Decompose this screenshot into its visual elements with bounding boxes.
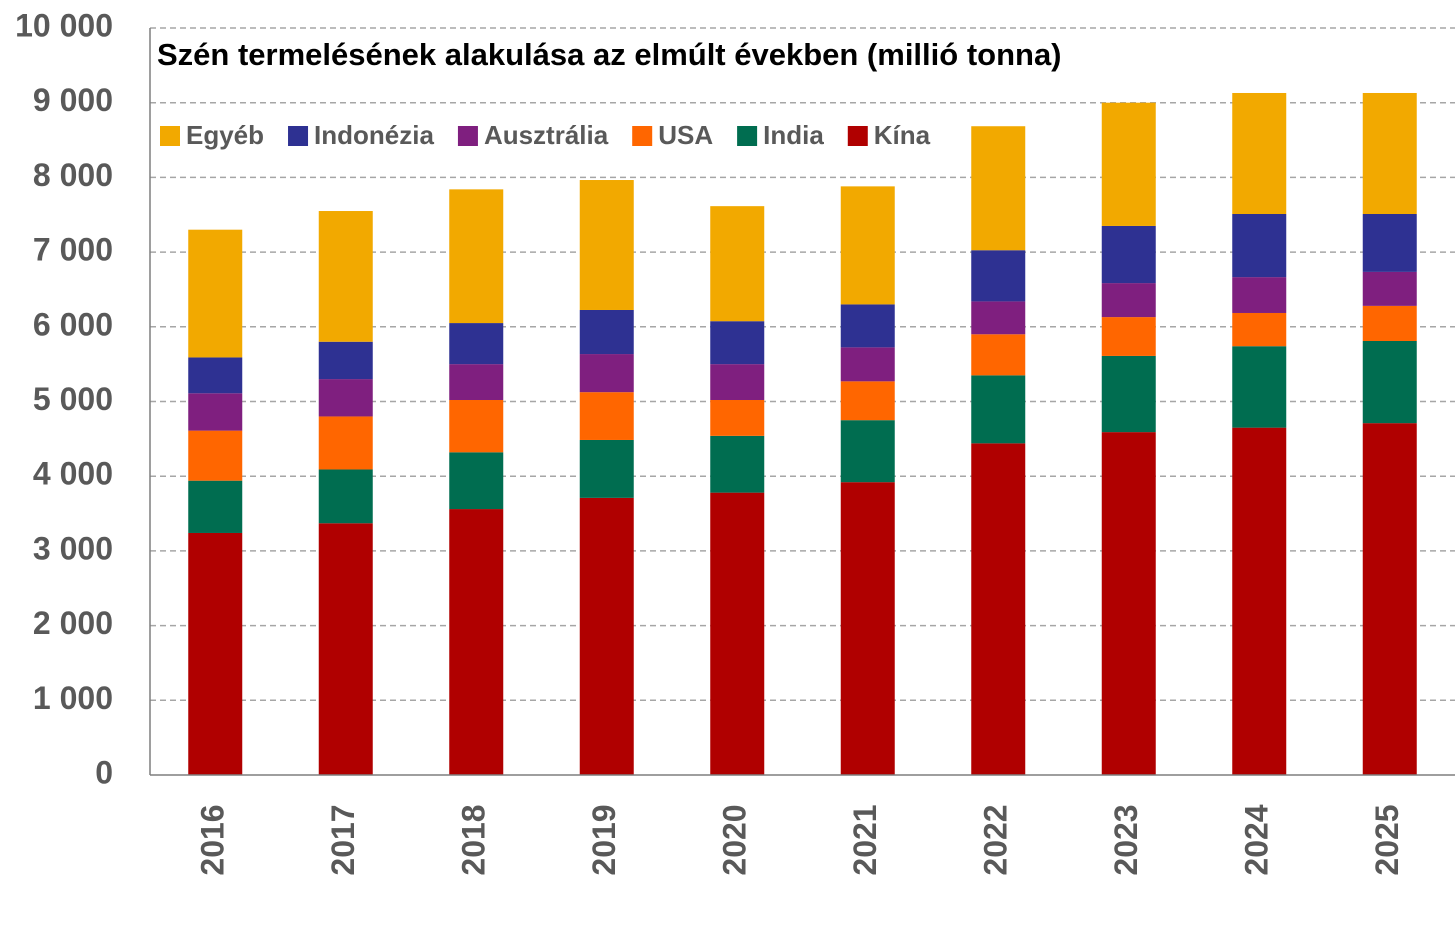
- bar-segment: [971, 443, 1026, 775]
- bar-segment: [1232, 214, 1287, 278]
- bar-segment: [579, 309, 634, 355]
- bar-segment: [1101, 283, 1156, 318]
- bar-segment: [1362, 214, 1417, 272]
- bar-segment: [840, 381, 895, 421]
- x-tick-label: 2022: [978, 804, 1014, 875]
- y-tick-label: 1 000: [33, 680, 113, 716]
- bar-segment: [188, 480, 243, 533]
- bar-segment: [1232, 277, 1287, 313]
- bar-segment: [449, 400, 504, 453]
- bar-segment: [579, 392, 634, 440]
- bar-segment: [449, 189, 504, 324]
- legend-swatch: [847, 126, 868, 146]
- bar-segment: [710, 321, 765, 365]
- bar-segment: [318, 211, 373, 342]
- y-tick-label: 9 000: [33, 82, 113, 118]
- bar-segment: [710, 400, 765, 436]
- bar-segment: [971, 375, 1026, 444]
- bar-segment: [188, 430, 243, 481]
- legend-label: Ausztrália: [484, 120, 609, 150]
- bar-segment: [449, 452, 504, 510]
- legend-swatch: [288, 126, 309, 146]
- bar-segment: [449, 323, 504, 365]
- bar-segment: [840, 347, 895, 382]
- y-tick-label: 5 000: [33, 381, 113, 417]
- legend-swatch: [737, 126, 758, 146]
- y-tick-label: 6 000: [33, 306, 113, 342]
- y-tick-label: 7 000: [33, 232, 113, 268]
- bar-segment: [1362, 423, 1417, 775]
- x-tick-label: 2023: [1108, 804, 1144, 875]
- bar-segment: [710, 492, 765, 775]
- bar-segment: [1362, 340, 1417, 424]
- bar-segment: [1232, 427, 1287, 775]
- bar-segment: [318, 341, 373, 380]
- bar-segment: [579, 439, 634, 498]
- legend-label: Egyéb: [186, 120, 264, 150]
- bar-segment: [188, 229, 243, 358]
- bar-segment: [840, 420, 895, 483]
- bar-segment: [1101, 355, 1156, 433]
- bar-segment: [188, 357, 243, 394]
- y-tick-label: 0: [95, 754, 113, 790]
- bar-segment: [1101, 432, 1156, 775]
- bar-segment: [449, 364, 504, 401]
- legend-label: India: [763, 120, 824, 150]
- bar-segment: [318, 416, 373, 470]
- bar-segment: [1101, 225, 1156, 284]
- bar-segment: [710, 206, 765, 322]
- y-tick-label: 8 000: [33, 157, 113, 193]
- legend-swatch: [632, 126, 653, 146]
- bar-segment: [318, 469, 373, 524]
- x-tick-label: 2016: [195, 804, 231, 875]
- x-tick-label: 2025: [1369, 804, 1405, 875]
- bar-segment: [1232, 346, 1287, 428]
- bar-segment: [188, 532, 243, 775]
- y-tick-label: 2 000: [33, 605, 113, 641]
- bar-segment: [840, 482, 895, 775]
- x-tick-label: 2019: [586, 804, 622, 875]
- y-tick-label: 4 000: [33, 456, 113, 492]
- bar-segment: [971, 126, 1026, 251]
- bar-segment: [318, 379, 373, 417]
- x-tick-label: 2018: [456, 804, 492, 875]
- bar-segment: [449, 509, 504, 775]
- bar-segment: [1232, 92, 1287, 215]
- bar-segment: [710, 364, 765, 401]
- x-tick-label: 2020: [717, 804, 753, 875]
- y-tick-label: 10 000: [15, 7, 113, 43]
- legend-label: Indonézia: [314, 120, 434, 150]
- bar-segment: [710, 435, 765, 493]
- x-tick-label: 2024: [1239, 804, 1275, 875]
- legend-label: Kína: [874, 120, 931, 150]
- y-tick-label: 3 000: [33, 530, 113, 566]
- x-tick-label: 2021: [847, 804, 883, 875]
- bar-segment: [971, 301, 1026, 335]
- bar-segment: [1232, 312, 1287, 347]
- bar-segment: [1362, 305, 1417, 341]
- bar-segment: [188, 393, 243, 431]
- bar-segment: [971, 334, 1026, 376]
- bar-segment: [579, 180, 634, 310]
- bar-segment: [840, 186, 895, 305]
- bar-segment: [1362, 92, 1417, 215]
- legend-swatch: [160, 126, 180, 146]
- bar-segment: [1101, 317, 1156, 356]
- chart-title: Szén termelésének alakulása az elmúlt év…: [157, 37, 1062, 72]
- bar-segment: [840, 304, 895, 348]
- legend-label: USA: [658, 120, 713, 150]
- bar-segment: [579, 497, 634, 775]
- bar-segment: [579, 354, 634, 393]
- legend-swatch: [457, 126, 478, 146]
- bar-segment: [971, 250, 1026, 302]
- bar-segment: [318, 523, 373, 775]
- bar-segment: [1101, 102, 1156, 226]
- bar-segment: [1362, 271, 1417, 306]
- x-tick-label: 2017: [325, 804, 361, 875]
